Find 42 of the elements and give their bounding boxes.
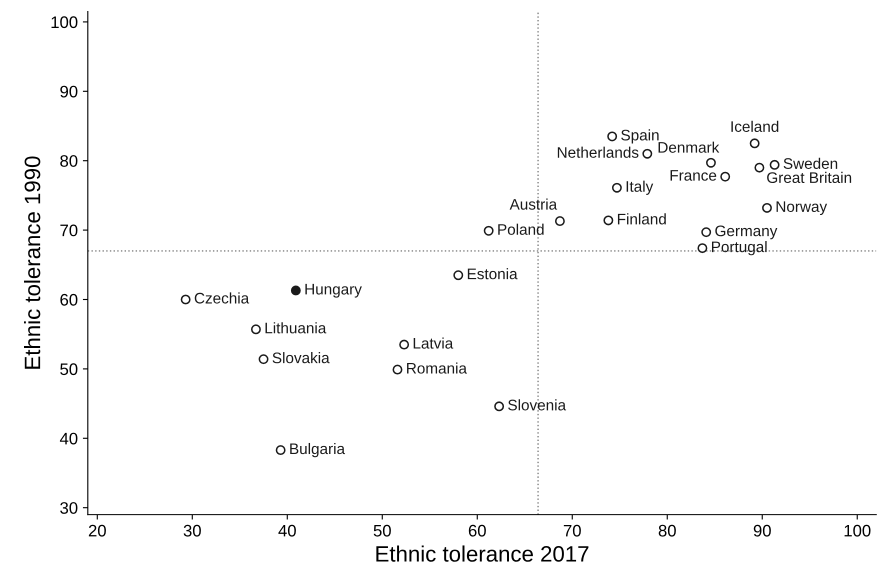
y-tick-label: 60 xyxy=(60,294,78,306)
y-tick-label: 40 xyxy=(60,432,78,444)
y-axis-title: Ethnic tolerance 1990 xyxy=(24,156,40,369)
annotation: Bulgaria xyxy=(290,442,346,458)
annotation: Norway xyxy=(776,201,828,216)
annotation: Hungary xyxy=(305,284,362,298)
x-tick-label: 80 xyxy=(658,524,676,537)
annotation: Netherlands xyxy=(558,146,638,158)
annotation: Great Britain xyxy=(767,172,852,184)
annotation: Latvia xyxy=(414,337,454,349)
annotation: Austria xyxy=(510,198,558,210)
annotation: Finland xyxy=(618,213,666,224)
x-tick-label: 30 xyxy=(184,524,201,537)
x-tick-label: 90 xyxy=(754,524,771,537)
annotation: Germany xyxy=(715,225,778,240)
annotation: Lithuania xyxy=(266,322,326,334)
x-axis-title: Ethnic tolerance 2017 xyxy=(376,545,588,562)
y-tick-label: 100 xyxy=(52,16,78,28)
x-tick-label: 70 xyxy=(564,524,581,537)
y-tick-label: 50 xyxy=(60,363,78,376)
annotation: Iceland xyxy=(731,120,778,132)
x-tick-label: 100 xyxy=(844,524,870,537)
y-tick-label: 30 xyxy=(60,502,78,514)
annotation: Czechia xyxy=(194,292,250,304)
y-tick-label: 90 xyxy=(60,86,78,98)
annotation: Denmark xyxy=(658,142,720,153)
annotation: Spain xyxy=(621,129,659,144)
y-tick-label: 70 xyxy=(60,224,78,236)
annotation: Slovenia xyxy=(508,399,566,410)
x-tick-label: 50 xyxy=(374,524,391,537)
annotation: Estonia xyxy=(468,268,518,280)
annotation: Romania xyxy=(407,362,467,374)
annotation: Poland xyxy=(498,224,544,235)
annotation: Sweden xyxy=(784,158,838,169)
x-tick-label: 40 xyxy=(278,524,296,537)
annotation: Italy xyxy=(626,180,654,195)
annotation: France xyxy=(670,170,716,181)
x-tick-label: 20 xyxy=(88,524,106,537)
x-tick-label: 60 xyxy=(468,524,486,537)
annotation: Portugal xyxy=(712,241,767,256)
y-tick-label: 80 xyxy=(60,155,78,167)
annotation: Slovakia xyxy=(272,352,330,364)
